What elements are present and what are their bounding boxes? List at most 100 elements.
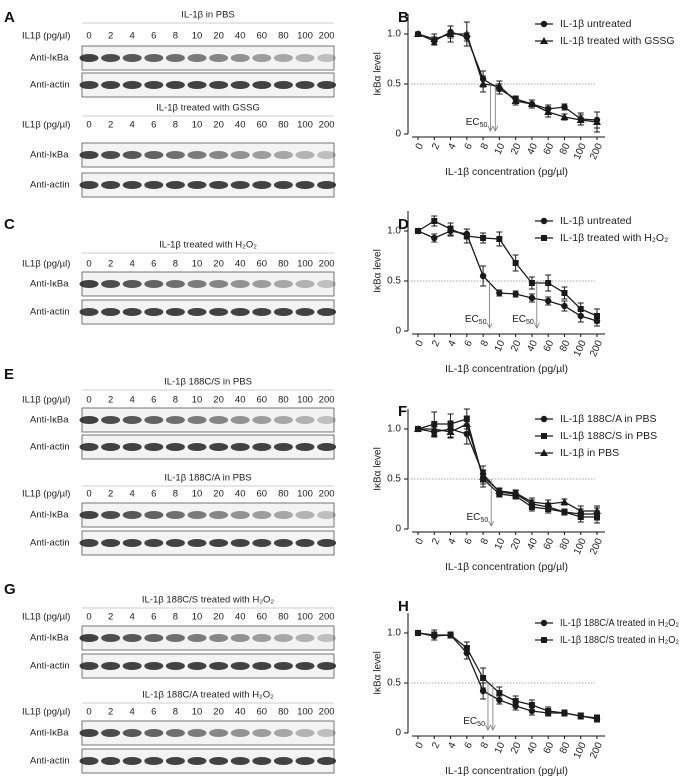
series-line [417, 33, 598, 123]
marker [414, 30, 422, 37]
lane-label: 100 [297, 31, 313, 42]
ec50-label: EC50 [467, 512, 489, 524]
blot-band [230, 662, 250, 670]
panel-letter: E [4, 366, 14, 383]
blot-band [144, 634, 164, 642]
blot-band [144, 662, 164, 670]
ec50-subscript: 50 [479, 319, 487, 326]
x-tick-label: 60 [542, 740, 557, 755]
marker [496, 690, 503, 696]
blot-band [230, 181, 250, 189]
row-label: IL1β (pg/µl) [22, 489, 70, 500]
blot-band [122, 757, 142, 765]
lane-label: 2 [108, 489, 113, 500]
legend-label: IL-1β in PBS [560, 447, 619, 459]
blot-band [230, 416, 250, 424]
marker [480, 235, 487, 241]
marker [446, 428, 455, 435]
blot-band [187, 54, 207, 62]
blot-band [165, 416, 185, 424]
x-tick-label: 40 [525, 141, 540, 156]
arrow-head [487, 125, 494, 132]
lane-label: 100 [297, 612, 313, 623]
x-tick-label: 200 [588, 338, 605, 358]
lane-label: 20 [213, 120, 224, 131]
blot-title: IL-1β treated with GSSG [156, 103, 260, 114]
marker [527, 100, 536, 107]
blot-band [122, 443, 142, 451]
y-tick-label: 0.5 [387, 474, 401, 485]
x-tick-label: 100 [572, 338, 589, 358]
lane-label: 60 [257, 395, 268, 406]
blot-band [209, 280, 229, 288]
blot-band [101, 634, 121, 642]
y-tick-label: 1.0 [387, 628, 401, 639]
lane-label: 10 [192, 612, 203, 623]
lane-label: 0 [86, 259, 91, 270]
blot-row-label: Anti-actin [30, 661, 70, 672]
x-tick-label: 4 [446, 536, 459, 546]
blot-band [273, 81, 293, 89]
blot-band [317, 443, 337, 451]
lane-label: 0 [86, 489, 91, 500]
lane-label: 8 [173, 489, 178, 500]
x-tick-label: 2 [430, 740, 443, 750]
panel-letter: G [4, 581, 16, 598]
blot-row-label: Anti-actin [30, 442, 70, 453]
marker [541, 637, 547, 643]
blot-band [252, 662, 272, 670]
blot-band [79, 54, 99, 62]
blot-band [317, 662, 337, 670]
y-axis-label: IκBα level [373, 651, 384, 695]
ec50-arrow [485, 683, 491, 731]
marker [560, 113, 569, 120]
blot-band [165, 443, 185, 451]
blot-band [317, 81, 337, 89]
blot-band [295, 511, 315, 519]
blot-band [209, 757, 229, 765]
lane-label: 100 [297, 120, 313, 131]
x-tick-label: 20 [509, 141, 524, 156]
row-label: IL1β (pg/µl) [22, 707, 70, 718]
ec50-label: EC50 [466, 117, 488, 129]
blot-band [101, 539, 121, 547]
blot-band [252, 181, 272, 189]
blot-band [165, 151, 185, 159]
row-label: IL1β (pg/µl) [22, 120, 70, 131]
lane-label: 8 [173, 707, 178, 718]
blot-band [317, 181, 337, 189]
x-tick-label: 2 [430, 536, 443, 546]
blot-band [273, 54, 293, 62]
row-label: IL1β (pg/µl) [22, 612, 70, 623]
blot-band [252, 54, 272, 62]
y-tick-label: 0 [395, 129, 401, 140]
ec50-arrow [489, 683, 496, 731]
blot-band [122, 539, 142, 547]
marker [561, 302, 568, 310]
x-tick-label: 200 [588, 740, 605, 760]
blot-band [122, 634, 142, 642]
blot-band [230, 81, 250, 89]
blot-band [79, 308, 99, 316]
lane-label: 20 [213, 31, 224, 42]
blot-band [209, 81, 229, 89]
marker [528, 707, 536, 715]
lane-label: 10 [192, 31, 203, 42]
blot-band [144, 81, 164, 89]
blot-band [187, 757, 207, 765]
y-tick-label: 0 [395, 728, 401, 739]
panel-letter: C [4, 216, 15, 233]
blot-row-label: Anti-actin [30, 180, 70, 191]
blot-band [273, 662, 293, 670]
x-tick-label: 10 [493, 740, 508, 755]
blot-band [187, 280, 207, 288]
ec50-text: EC [465, 314, 479, 325]
blot-band [187, 443, 207, 451]
blot-band [252, 539, 272, 547]
x-tick-label: 8 [479, 141, 492, 151]
blot-band [144, 151, 164, 159]
marker [544, 108, 553, 115]
blot-title: IL-1β 188C/S treated with H₂O₂ [142, 595, 274, 606]
blot-band [187, 634, 207, 642]
blot-band [230, 511, 250, 519]
